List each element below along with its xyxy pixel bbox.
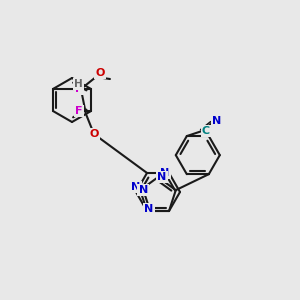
Text: N: N [144, 204, 154, 214]
Text: N: N [139, 185, 148, 195]
Text: F: F [75, 84, 83, 94]
Text: N: N [160, 168, 169, 178]
Text: C: C [202, 126, 210, 136]
Text: O: O [95, 68, 105, 78]
Text: N: N [212, 116, 221, 126]
Text: H: H [74, 79, 82, 89]
Text: O: O [89, 129, 99, 139]
Text: F: F [75, 106, 83, 116]
Text: N: N [158, 172, 166, 182]
Text: N: N [131, 182, 141, 192]
